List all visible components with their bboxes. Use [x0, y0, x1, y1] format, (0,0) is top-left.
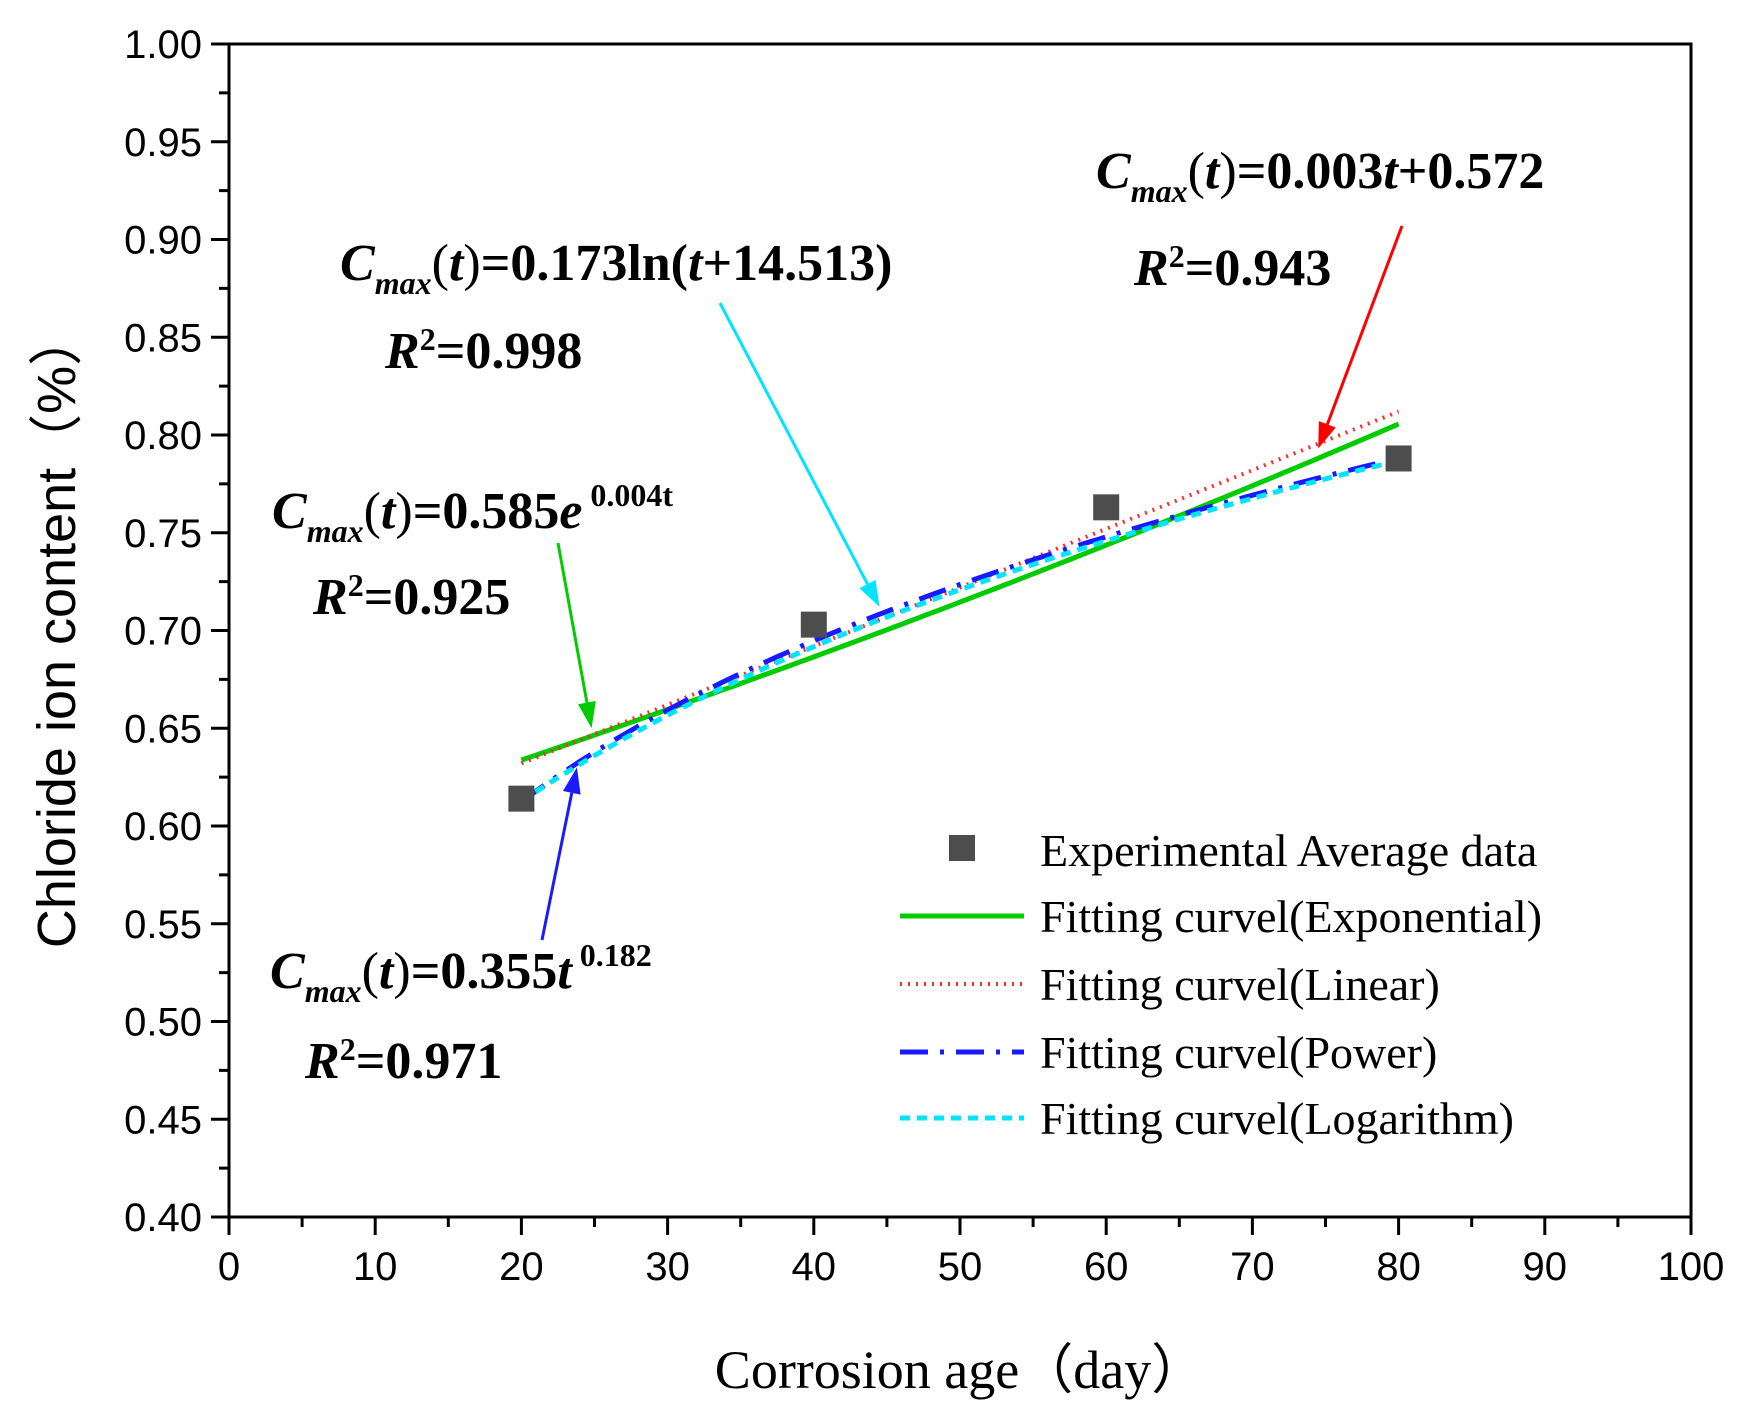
- legend-marker-experimental: [949, 835, 975, 861]
- x-tick-label: 60: [1084, 1245, 1129, 1289]
- arrows-layer: [540, 225, 1404, 941]
- y-tick-label: 0.50: [124, 1001, 202, 1045]
- annotation-power: Cmax(t)=0.355t 0.182 R2=0.971: [270, 937, 652, 1090]
- annotation-arrowhead-power: [562, 767, 581, 795]
- data-point: [1385, 445, 1412, 472]
- legend-label-experimental: Experimental Average data: [1040, 825, 1537, 876]
- x-tick-label: 0: [218, 1245, 240, 1289]
- x-tick-label: 10: [353, 1245, 398, 1289]
- annotation-arrow-power: [540, 792, 574, 941]
- y-tick-label: 0.40: [124, 1196, 202, 1240]
- x-tick-label: 40: [792, 1245, 837, 1289]
- x-tick-label: 30: [645, 1245, 690, 1289]
- y-axis-title: Chloride ion content（%）: [27, 312, 87, 948]
- x-axis: 0 10 20 30 40 50 60 70 80 90 100: [218, 1217, 1725, 1289]
- y-tick-label: 0.65: [124, 707, 202, 751]
- annotation-linear-r2: R2=0.943: [1133, 238, 1331, 297]
- series-layer: [519, 409, 1400, 804]
- y-tick-label: 0.55: [124, 903, 202, 947]
- y-tick-label: 0.95: [124, 121, 202, 165]
- annotation-arrow-exponential: [556, 542, 589, 703]
- annotation-logarithm-r2: R2=0.998: [384, 321, 582, 380]
- annotation-exponential: Cmax(t)=0.585e 0.004t R2=0.925: [272, 477, 673, 626]
- annotation-logarithm-equation: Cmax(t)=0.173ln(t+14.513): [340, 235, 892, 301]
- y-tick-label: 0.80: [124, 414, 202, 458]
- x-axis-title: Corrosion age（day）: [715, 1340, 1205, 1400]
- annotation-arrowhead-linear: [1318, 421, 1336, 449]
- annotation-power-equation: Cmax(t)=0.355t 0.182: [270, 937, 652, 1009]
- annotation-arrow-logarithm: [718, 302, 869, 585]
- y-tick-label: 0.85: [124, 316, 202, 360]
- annotation-linear: Cmax(t)=0.003t+0.572 R2=0.943: [1096, 143, 1544, 297]
- series-line-power: [519, 455, 1400, 804]
- y-tick-label: 0.70: [124, 610, 202, 654]
- annotation-arrow-linear: [1325, 225, 1404, 425]
- y-tick-label: 1.00: [124, 23, 202, 67]
- annotation-exponential-equation: Cmax(t)=0.585e 0.004t: [272, 477, 673, 549]
- points-layer: [508, 445, 1412, 812]
- y-axis: 0.40 0.45 0.50 0.55 0.60 0.65 0.70 0.75 0.80 0.85…: [124, 23, 229, 1240]
- annotation-arrowhead-logarithm: [859, 579, 880, 608]
- y-tick-label: 0.75: [124, 512, 202, 556]
- annotation-linear-equation: Cmax(t)=0.003t+0.572: [1096, 143, 1544, 209]
- data-point: [1093, 494, 1120, 521]
- data-point: [800, 611, 827, 638]
- y-tick-label: 0.60: [124, 805, 202, 849]
- x-tick-label: 100: [1658, 1245, 1725, 1289]
- x-tick-label: 20: [499, 1245, 544, 1289]
- legend-label-power: Fitting curvel(Power): [1040, 1027, 1437, 1078]
- legend-label-logarithm: Fitting curvel(Logarithm): [1040, 1093, 1514, 1144]
- series-line-linear: [520, 409, 1400, 766]
- annotation-arrowhead-exponential: [578, 701, 596, 729]
- annotation-exponential-r2: R2=0.925: [312, 567, 510, 626]
- y-tick-label: 0.45: [124, 1098, 202, 1142]
- legend-label-exponential: Fitting curvel(Exponential): [1040, 891, 1542, 942]
- x-tick-label: 50: [938, 1245, 983, 1289]
- data-point: [508, 785, 535, 812]
- x-tick-label: 90: [1523, 1245, 1568, 1289]
- legend: Experimental Average data Fitting curvel…: [900, 825, 1542, 1144]
- annotation-logarithm: Cmax(t)=0.173ln(t+14.513) R2=0.998: [340, 235, 892, 380]
- x-tick-label: 70: [1230, 1245, 1275, 1289]
- y-tick-label: 0.90: [124, 219, 202, 263]
- x-tick-label: 80: [1376, 1245, 1421, 1289]
- annotation-power-r2: R2=0.971: [304, 1031, 502, 1090]
- legend-label-linear: Fitting curvel(Linear): [1040, 959, 1440, 1010]
